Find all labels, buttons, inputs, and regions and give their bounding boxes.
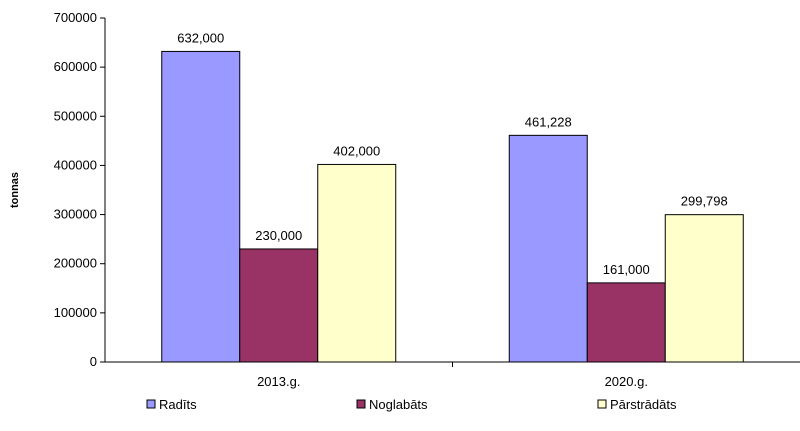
bar-value-label: 632,000 bbox=[177, 30, 224, 45]
bar-value-label: 161,000 bbox=[603, 262, 650, 277]
legend-entry-label: Radīts bbox=[159, 397, 197, 412]
y-tick-label: 700000 bbox=[54, 10, 97, 25]
y-tick-label: 600000 bbox=[54, 59, 97, 74]
y-axis-label: tonnas bbox=[9, 172, 21, 208]
bar-radits-2 bbox=[508, 134, 588, 363]
bar-parstradats-2 bbox=[664, 214, 744, 363]
legend-entry-label: Pārstrādāts bbox=[610, 397, 677, 412]
legend-swatch bbox=[597, 399, 607, 409]
axes: 0 100000 200000 300000 400000 500000 600000 700… bbox=[54, 10, 800, 389]
y-tick-label: 200000 bbox=[54, 256, 97, 271]
bar-value-label: 461,228 bbox=[525, 114, 572, 129]
bar-radits-1 bbox=[161, 50, 241, 363]
data-labels: 632,000 230,000 402,000 461,228 161,000 299,7… bbox=[177, 30, 728, 276]
x-category-label: 2013.g. bbox=[257, 374, 300, 389]
legend-swatch bbox=[146, 399, 156, 409]
bar-value-label: 230,000 bbox=[255, 228, 302, 243]
y-tick-label: 400000 bbox=[54, 157, 97, 172]
bar-noglabats-1 bbox=[239, 248, 319, 363]
bar-noglabats-2 bbox=[586, 282, 666, 363]
y-tick-label: 500000 bbox=[54, 108, 97, 123]
x-category-label: 2020.g. bbox=[605, 374, 648, 389]
bar-parstradats-1 bbox=[317, 163, 397, 363]
bars bbox=[161, 50, 744, 363]
legend: Radīts Noglabāts Pārstrādāts bbox=[146, 397, 677, 412]
legend-entry-label: Noglabāts bbox=[369, 397, 428, 412]
y-tick-label: 100000 bbox=[54, 305, 97, 320]
bar-value-label: 299,798 bbox=[681, 194, 728, 209]
y-tick-label: 0 bbox=[90, 354, 97, 369]
bar-value-label: 402,000 bbox=[333, 143, 380, 158]
legend-swatch bbox=[356, 399, 366, 409]
y-tick-label: 300000 bbox=[54, 207, 97, 222]
